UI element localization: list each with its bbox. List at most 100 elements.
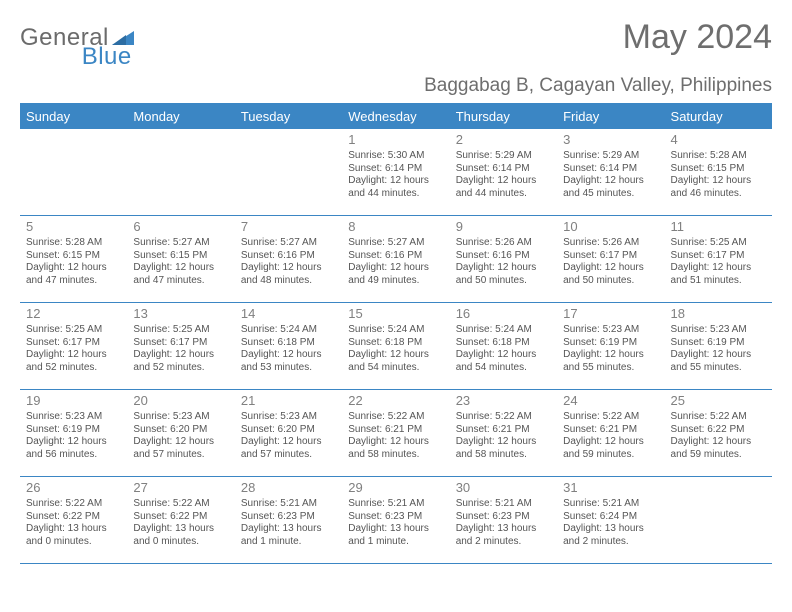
day-number: 15: [348, 306, 445, 322]
day-number: 9: [456, 219, 553, 235]
calendar-cell: 25Sunrise: 5:22 AMSunset: 6:22 PMDayligh…: [665, 390, 772, 476]
calendar-cell: 1Sunrise: 5:30 AMSunset: 6:14 PMDaylight…: [342, 129, 449, 215]
day-number: 22: [348, 393, 445, 409]
sunrise-line: Sunrise: 5:23 AM: [671, 324, 768, 337]
sunset-line: Sunset: 6:14 PM: [563, 163, 660, 176]
calendar-cell: 8Sunrise: 5:27 AMSunset: 6:16 PMDaylight…: [342, 216, 449, 302]
sunset-line: Sunset: 6:16 PM: [456, 250, 553, 263]
day-number: 11: [671, 219, 768, 235]
calendar-cell: 13Sunrise: 5:25 AMSunset: 6:17 PMDayligh…: [127, 303, 234, 389]
daylight-line-2: and 2 minutes.: [456, 536, 553, 549]
daylight-line-1: Daylight: 12 hours: [26, 436, 123, 449]
sunrise-line: Sunrise: 5:25 AM: [26, 324, 123, 337]
calendar-cell: 26Sunrise: 5:22 AMSunset: 6:22 PMDayligh…: [20, 477, 127, 563]
sunset-line: Sunset: 6:23 PM: [348, 511, 445, 524]
dow-header: Friday: [557, 105, 664, 129]
daylight-line-2: and 46 minutes.: [671, 188, 768, 201]
daylight-line-2: and 2 minutes.: [563, 536, 660, 549]
sunrise-line: Sunrise: 5:21 AM: [456, 498, 553, 511]
daylight-line-2: and 44 minutes.: [456, 188, 553, 201]
sunrise-line: Sunrise: 5:26 AM: [563, 237, 660, 250]
calendar-cell: 30Sunrise: 5:21 AMSunset: 6:23 PMDayligh…: [450, 477, 557, 563]
calendar-weeks: 1Sunrise: 5:30 AMSunset: 6:14 PMDaylight…: [20, 129, 772, 564]
daylight-line-2: and 50 minutes.: [563, 275, 660, 288]
daylight-line-1: Daylight: 13 hours: [241, 523, 338, 536]
calendar-cell: 31Sunrise: 5:21 AMSunset: 6:24 PMDayligh…: [557, 477, 664, 563]
sunset-line: Sunset: 6:17 PM: [671, 250, 768, 263]
daylight-line-2: and 51 minutes.: [671, 275, 768, 288]
calendar-cell: 18Sunrise: 5:23 AMSunset: 6:19 PMDayligh…: [665, 303, 772, 389]
sunset-line: Sunset: 6:17 PM: [133, 337, 230, 350]
calendar-cell: 11 Sunrise: 5:25 AMSunset: 6:17 PMDayligh…: [665, 216, 772, 302]
calendar-cell: 24Sunrise: 5:22 AMSunset: 6:21 PMDayligh…: [557, 390, 664, 476]
day-number: 4: [671, 132, 768, 148]
sunrise-line: Sunrise: 5:25 AM: [671, 237, 768, 250]
daylight-line-1: Daylight: 12 hours: [456, 349, 553, 362]
daylight-line-1: Daylight: 13 hours: [133, 523, 230, 536]
day-number: 12: [26, 306, 123, 322]
daylight-line-1: Daylight: 12 hours: [348, 262, 445, 275]
sunrise-line: Sunrise: 5:27 AM: [133, 237, 230, 250]
daylight-line-1: Daylight: 13 hours: [348, 523, 445, 536]
day-number: 10: [563, 219, 660, 235]
daylight-line-1: Daylight: 12 hours: [26, 262, 123, 275]
calendar-cell: 21Sunrise: 5:23 AMSunset: 6:20 PMDayligh…: [235, 390, 342, 476]
daylight-line-1: Daylight: 12 hours: [456, 175, 553, 188]
month-title: May 2024: [623, 18, 772, 57]
sunrise-line: Sunrise: 5:24 AM: [348, 324, 445, 337]
day-number: 8: [348, 219, 445, 235]
calendar-week: 19Sunrise: 5:23 AMSunset: 6:19 PMDayligh…: [20, 390, 772, 477]
sunrise-line: Sunrise: 5:24 AM: [456, 324, 553, 337]
sunrise-line: Sunrise: 5:21 AM: [348, 498, 445, 511]
day-number: 18: [671, 306, 768, 322]
day-number: 3: [563, 132, 660, 148]
sunset-line: Sunset: 6:19 PM: [26, 424, 123, 437]
daylight-line-2: and 53 minutes.: [241, 362, 338, 375]
daylight-line-2: and 57 minutes.: [133, 449, 230, 462]
sunrise-line: Sunrise: 5:26 AM: [456, 237, 553, 250]
day-number: 29: [348, 480, 445, 496]
calendar: SundayMondayTuesdayWednesdayThursdayFrid…: [20, 103, 772, 564]
sunset-line: Sunset: 6:22 PM: [26, 511, 123, 524]
calendar-cell: 3Sunrise: 5:29 AMSunset: 6:14 PMDaylight…: [557, 129, 664, 215]
daylight-line-1: Daylight: 12 hours: [241, 349, 338, 362]
daylight-line-1: Daylight: 12 hours: [456, 436, 553, 449]
sunrise-line: Sunrise: 5:23 AM: [133, 411, 230, 424]
sunrise-line: Sunrise: 5:25 AM: [133, 324, 230, 337]
daylight-line-2: and 47 minutes.: [133, 275, 230, 288]
day-number: 25: [671, 393, 768, 409]
day-number: 2: [456, 132, 553, 148]
sunrise-line: Sunrise: 5:23 AM: [563, 324, 660, 337]
sunset-line: Sunset: 6:15 PM: [26, 250, 123, 263]
daylight-line-1: Daylight: 12 hours: [241, 262, 338, 275]
daylight-line-1: Daylight: 12 hours: [563, 349, 660, 362]
sunset-line: Sunset: 6:22 PM: [671, 424, 768, 437]
daylight-line-1: Daylight: 12 hours: [671, 262, 768, 275]
calendar-cell: 20Sunrise: 5:23 AMSunset: 6:20 PMDayligh…: [127, 390, 234, 476]
sunrise-line: Sunrise: 5:23 AM: [26, 411, 123, 424]
day-number: 6: [133, 219, 230, 235]
dow-header: Tuesday: [235, 105, 342, 129]
daylight-line-2: and 55 minutes.: [671, 362, 768, 375]
location-line: Baggabag B, Cagayan Valley, Philippines: [20, 75, 772, 97]
day-number: 26: [26, 480, 123, 496]
daylight-line-1: Daylight: 12 hours: [133, 262, 230, 275]
daylight-line-1: Daylight: 12 hours: [348, 175, 445, 188]
sunset-line: Sunset: 6:19 PM: [563, 337, 660, 350]
calendar-cell: [665, 477, 772, 563]
sunset-line: Sunset: 6:14 PM: [348, 163, 445, 176]
day-number: 7: [241, 219, 338, 235]
daylight-line-1: Daylight: 12 hours: [563, 436, 660, 449]
logo-word2: Blue: [82, 43, 132, 71]
daylight-line-1: Daylight: 12 hours: [26, 349, 123, 362]
daylight-line-2: and 1 minute.: [348, 536, 445, 549]
calendar-cell: 17 Sunrise: 5:23 AMSunset: 6:19 PMDayligh…: [557, 303, 664, 389]
daylight-line-2: and 1 minute.: [241, 536, 338, 549]
daylight-line-1: Daylight: 12 hours: [241, 436, 338, 449]
calendar-cell: 7Sunrise: 5:27 AMSunset: 6:16 PMDaylight…: [235, 216, 342, 302]
day-number: 17: [563, 306, 660, 322]
daylight-line-2: and 45 minutes.: [563, 188, 660, 201]
calendar-cell: 14Sunrise: 5:24 AMSunset: 6:18 PMDayligh…: [235, 303, 342, 389]
daylight-line-1: Daylight: 12 hours: [348, 436, 445, 449]
calendar-cell: 5Sunrise: 5:28 AMSunset: 6:15 PMDaylight…: [20, 216, 127, 302]
